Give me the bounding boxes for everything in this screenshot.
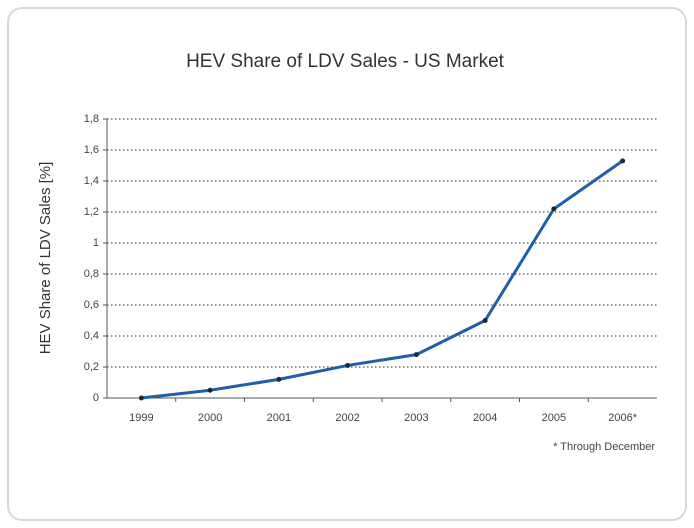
x-tick-label: 2000: [198, 412, 222, 424]
data-line: [141, 159, 624, 400]
x-tick-label: 2001: [267, 412, 291, 424]
data-point: [620, 158, 626, 164]
data-point: [138, 395, 144, 401]
y-tick-label: 1,8: [84, 113, 99, 125]
annotation: * Through December: [553, 441, 655, 453]
y-tick-label: 1,2: [84, 206, 99, 218]
data-point: [482, 318, 488, 323]
data-point: [413, 352, 419, 358]
x-tick-label: 2004: [473, 412, 497, 424]
data-point: [345, 362, 351, 368]
y-tick-label: 0: [93, 392, 99, 404]
y-tick-label: 1,4: [84, 175, 99, 187]
x-tick-label: 2006*: [608, 412, 637, 424]
y-tick-label: 0,6: [84, 299, 99, 311]
y-axis-label: HEV Share of LDV Sales [%]: [37, 162, 54, 355]
y-tick-label: 0,2: [84, 361, 99, 373]
y-tick-label: 0,8: [84, 268, 99, 280]
data-point: [207, 387, 213, 393]
frame: [7, 7, 687, 521]
y-tick-label: 1,6: [84, 144, 99, 156]
chart-title: HEV Share of LDV Sales - US Market: [186, 51, 505, 72]
x-tick-label: 2005: [542, 412, 566, 424]
data-point: [551, 206, 557, 212]
x-tick-label: 1999: [129, 412, 153, 424]
data-point: [276, 376, 282, 382]
y-tick-label: 0,4: [84, 330, 99, 342]
y-tick-label: 1: [93, 237, 99, 249]
x-tick-label: 2002: [335, 412, 359, 424]
x-tick-label: 2003: [404, 412, 428, 424]
